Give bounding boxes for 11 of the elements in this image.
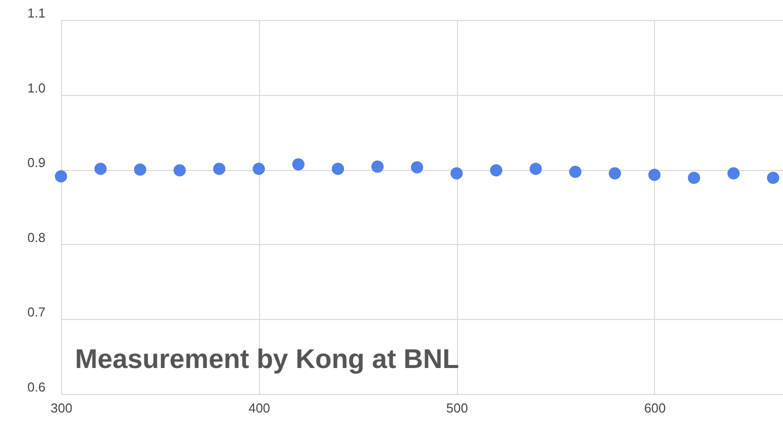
x-tick-label: 500	[446, 400, 468, 416]
y-tick-label: 1.0	[27, 80, 46, 96]
y-tick-label: 0.9	[27, 155, 46, 170]
y-tick-label: 0.7	[27, 304, 46, 320]
y-tick-label: 1.1	[27, 6, 46, 20]
y-tick-label: 0.8	[27, 230, 46, 245]
x-tick-label: 300	[50, 400, 72, 416]
annotation: Measurement by Kong at BNL	[75, 344, 460, 374]
x-tick-label: 600	[644, 400, 666, 416]
x-tick-label: 400	[248, 400, 270, 416]
y-tick-label: 0.6	[27, 380, 46, 394]
